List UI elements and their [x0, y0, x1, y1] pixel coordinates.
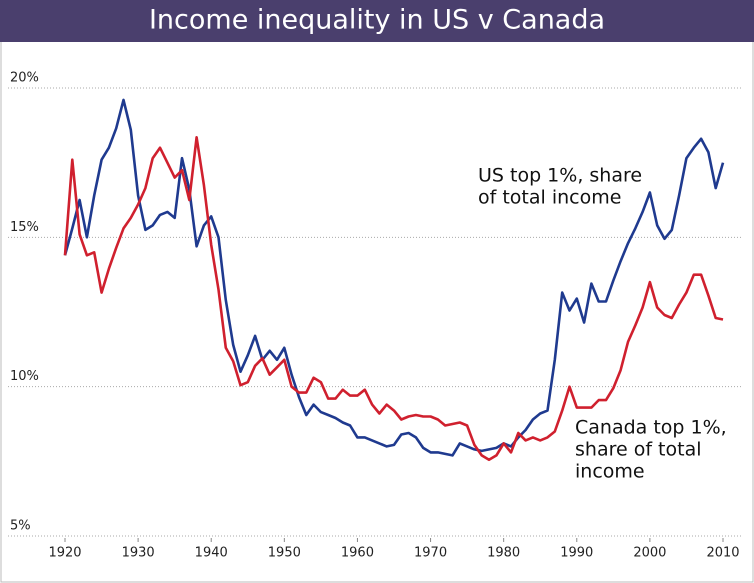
x-tick-label: 1950: [268, 546, 301, 561]
x-tick-label: 2010: [706, 546, 739, 561]
annotation: Canada top 1%,: [575, 417, 727, 439]
y-tick-label: 10%: [10, 369, 39, 384]
x-tick-label: 1990: [560, 546, 593, 561]
x-tick-label: 1940: [195, 546, 228, 561]
annotation: income: [575, 461, 645, 483]
title-bar: [0, 0, 754, 42]
chart-title: Income inequality in US v Canada: [149, 5, 605, 36]
annotation: of total income: [478, 187, 621, 209]
x-tick-label: 1980: [487, 546, 520, 561]
y-tick-label: 5%: [10, 519, 31, 534]
x-tick-label: 2000: [633, 546, 666, 561]
x-tick-label: 1920: [48, 546, 81, 561]
annotation: share of total: [575, 439, 702, 461]
series-line: [63, 98, 725, 457]
y-tick-label: 20%: [10, 71, 39, 86]
x-tick-label: 1930: [122, 546, 155, 561]
annotation: US top 1%, share: [478, 165, 642, 187]
y-tick-label: 15%: [10, 220, 39, 235]
x-tick-label: 1970: [414, 546, 447, 561]
series-line: [63, 136, 724, 462]
x-tick-label: 1960: [341, 546, 374, 561]
